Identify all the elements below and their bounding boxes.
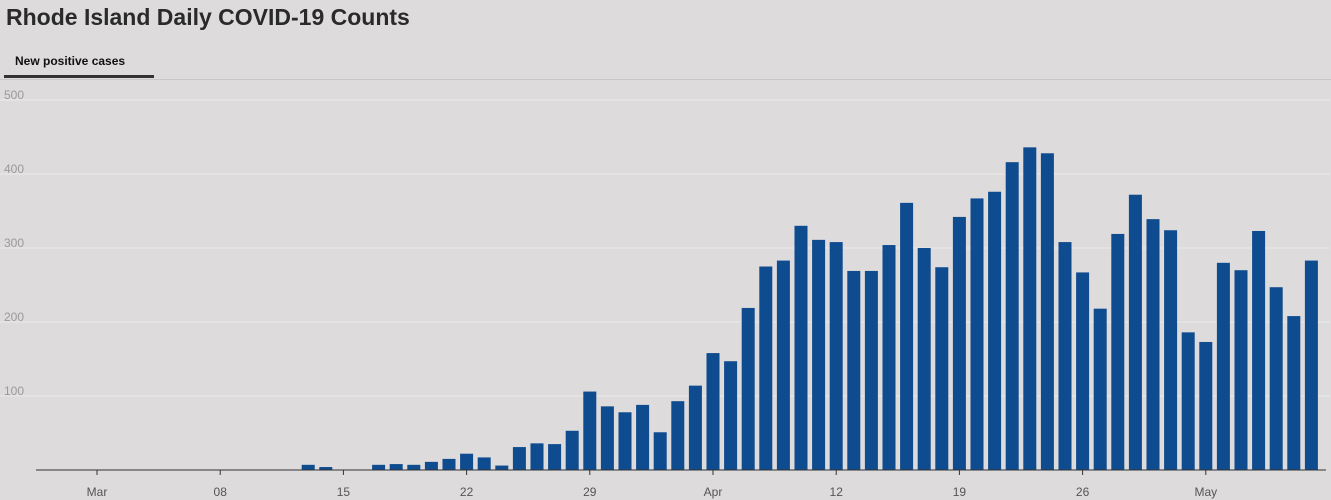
bar[interactable] xyxy=(759,266,773,471)
y-tick-label: 100 xyxy=(4,384,24,398)
bar[interactable] xyxy=(1058,242,1072,470)
bar[interactable] xyxy=(1111,233,1125,470)
bar[interactable] xyxy=(1005,162,1019,470)
bar[interactable] xyxy=(1164,230,1178,470)
bar[interactable] xyxy=(460,453,474,470)
bar[interactable] xyxy=(442,458,456,470)
bar[interactable] xyxy=(864,270,878,470)
bar[interactable] xyxy=(812,239,826,470)
x-tick-label: 26 xyxy=(1076,485,1090,499)
x-tick-label: 19 xyxy=(953,485,967,499)
tabs-divider xyxy=(0,79,1331,80)
bar[interactable] xyxy=(741,307,755,470)
bar[interactable] xyxy=(688,385,702,470)
bar[interactable] xyxy=(970,198,984,471)
bar[interactable] xyxy=(583,391,597,470)
y-tick-label: 400 xyxy=(4,162,24,176)
bar[interactable] xyxy=(1199,341,1213,470)
bar[interactable] xyxy=(988,191,1002,470)
bar[interactable] xyxy=(389,464,403,470)
bar[interactable] xyxy=(548,444,562,470)
bar[interactable] xyxy=(847,270,861,470)
bar[interactable] xyxy=(407,464,421,470)
bar[interactable] xyxy=(882,245,896,470)
x-tick-label: 08 xyxy=(214,485,228,499)
tab-label: New positive cases xyxy=(15,54,126,68)
bar[interactable] xyxy=(1023,147,1037,471)
bar[interactable] xyxy=(671,401,685,470)
bar[interactable] xyxy=(724,361,738,470)
y-tick-label: 300 xyxy=(4,236,24,250)
bar[interactable] xyxy=(829,242,843,470)
x-tick-label: Apr xyxy=(704,485,723,499)
y-tick-label: 500 xyxy=(4,88,24,102)
bar[interactable] xyxy=(952,216,966,470)
page-title: Rhode Island Daily COVID-19 Counts xyxy=(6,4,410,30)
x-tick-label: 12 xyxy=(830,485,844,499)
bar[interactable] xyxy=(530,443,544,470)
bar[interactable] xyxy=(618,412,632,470)
x-tick-label: 15 xyxy=(337,485,351,499)
x-tick-label: 22 xyxy=(460,485,474,499)
bar[interactable] xyxy=(917,248,931,470)
bar[interactable] xyxy=(1269,287,1283,470)
x-tick-label: Mar xyxy=(87,485,108,499)
bar[interactable] xyxy=(1181,332,1195,470)
bar[interactable] xyxy=(636,404,650,470)
bar[interactable] xyxy=(1234,270,1248,470)
bar[interactable] xyxy=(900,202,914,471)
bar[interactable] xyxy=(477,457,491,470)
bar[interactable] xyxy=(372,464,386,470)
bar[interactable] xyxy=(495,465,509,470)
bar[interactable] xyxy=(794,225,808,470)
bar[interactable] xyxy=(1287,316,1301,470)
bar[interactable] xyxy=(1252,230,1266,470)
bar[interactable] xyxy=(600,406,614,470)
bar[interactable] xyxy=(301,464,315,470)
x-tick-label: May xyxy=(1194,485,1217,499)
bar[interactable] xyxy=(565,430,579,470)
y-tick-label: 200 xyxy=(4,310,24,324)
bar[interactable] xyxy=(1216,262,1230,470)
bar[interactable] xyxy=(1076,272,1090,470)
bar[interactable] xyxy=(1146,219,1160,470)
bar[interactable] xyxy=(1093,308,1107,470)
bar[interactable] xyxy=(512,447,526,470)
bar[interactable] xyxy=(935,267,949,470)
bar[interactable] xyxy=(776,260,790,470)
bar[interactable] xyxy=(1304,260,1318,470)
bar[interactable] xyxy=(706,353,720,470)
bar[interactable] xyxy=(319,467,333,470)
bar[interactable] xyxy=(1128,194,1142,470)
bar[interactable] xyxy=(1040,153,1054,470)
bar[interactable] xyxy=(424,461,438,470)
bar[interactable] xyxy=(653,432,667,470)
tab-new-positive-cases[interactable]: New positive cases xyxy=(4,50,154,78)
x-tick-label: 29 xyxy=(583,485,597,499)
